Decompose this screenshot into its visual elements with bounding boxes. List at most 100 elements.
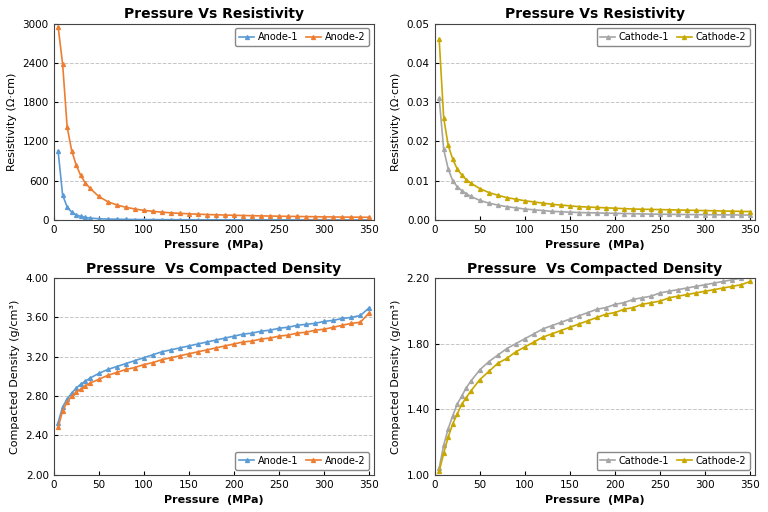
- Cathode-2: [611, 205, 620, 211]
- Anode-2: [167, 355, 176, 361]
- Cathode-1: [683, 211, 692, 218]
- Cathode-1: [457, 187, 466, 194]
- Cathode-1: [664, 288, 674, 294]
- Cathode-2: [439, 450, 449, 456]
- Cathode-1: [439, 442, 449, 448]
- Cathode-2: [538, 200, 548, 206]
- Cathode-1: [710, 211, 719, 218]
- Cathode-2: [719, 285, 728, 291]
- Cathode-2: [502, 355, 511, 361]
- Anode-2: [175, 353, 184, 359]
- X-axis label: Pressure  (MPa): Pressure (MPa): [164, 495, 263, 505]
- Cathode-1: [611, 210, 620, 217]
- Anode-2: [329, 214, 338, 220]
- Cathode-2: [620, 205, 629, 211]
- Cathode-2: [444, 434, 453, 440]
- Title: Pressure Vs Resistivity: Pressure Vs Resistivity: [505, 7, 685, 21]
- Anode-2: [283, 214, 293, 220]
- Anode-1: [211, 217, 220, 223]
- Anode-2: [319, 326, 329, 332]
- Anode-2: [266, 213, 275, 219]
- Anode-1: [283, 324, 293, 330]
- Cathode-1: [737, 275, 746, 281]
- Anode-2: [139, 361, 148, 368]
- Cathode-2: [565, 324, 574, 330]
- Anode-1: [175, 345, 184, 351]
- Cathode-2: [647, 206, 656, 212]
- Cathode-2: [737, 282, 746, 288]
- Cathode-2: [628, 206, 637, 212]
- Anode-1: [329, 217, 338, 223]
- Anode-1: [293, 217, 302, 223]
- Anode-1: [54, 148, 63, 154]
- Cathode-1: [592, 306, 601, 312]
- Anode-2: [266, 335, 275, 341]
- Anode-2: [112, 369, 121, 375]
- Cathode-1: [511, 340, 521, 347]
- Cathode-2: [728, 283, 737, 289]
- Cathode-2: [674, 207, 683, 213]
- Anode-1: [220, 217, 230, 223]
- Anode-1: [157, 349, 167, 355]
- Anode-1: [203, 217, 212, 223]
- Anode-1: [148, 352, 157, 358]
- Anode-2: [230, 212, 239, 219]
- Cathode-1: [511, 205, 521, 211]
- Cathode-1: [700, 211, 710, 218]
- Cathode-1: [746, 212, 755, 218]
- Anode-2: [131, 365, 140, 371]
- Cathode-1: [448, 178, 457, 184]
- Legend: Anode-1, Anode-2: Anode-1, Anode-2: [236, 28, 369, 46]
- Anode-1: [121, 216, 131, 222]
- Y-axis label: Resistivity (Ω·cm): Resistivity (Ω·cm): [7, 73, 17, 171]
- Anode-2: [347, 320, 356, 326]
- Anode-1: [103, 367, 112, 373]
- Anode-2: [76, 386, 85, 392]
- Cathode-1: [728, 212, 737, 218]
- Anode-2: [121, 367, 131, 373]
- Cathode-2: [493, 360, 502, 367]
- Cathode-2: [457, 401, 466, 407]
- Cathode-1: [439, 146, 449, 153]
- Cathode-1: [466, 378, 475, 385]
- Anode-1: [167, 217, 176, 223]
- Anode-2: [203, 211, 212, 218]
- Cathode-2: [601, 205, 611, 211]
- Anode-1: [230, 217, 239, 223]
- Anode-2: [293, 330, 302, 336]
- Cathode-2: [444, 142, 453, 148]
- Anode-2: [157, 209, 167, 215]
- Anode-2: [211, 345, 220, 351]
- Cathode-1: [556, 319, 565, 326]
- Cathode-1: [462, 385, 471, 391]
- Cathode-2: [710, 208, 719, 214]
- Anode-1: [356, 217, 365, 223]
- Anode-2: [319, 214, 329, 220]
- Cathode-1: [435, 465, 444, 471]
- Anode-1: [311, 320, 320, 326]
- Cathode-1: [435, 95, 444, 101]
- Anode-2: [338, 214, 347, 220]
- Cathode-1: [565, 316, 574, 322]
- Anode-1: [131, 357, 140, 364]
- Cathode-2: [584, 204, 593, 210]
- Cathode-2: [435, 36, 444, 42]
- Anode-1: [311, 217, 320, 223]
- Cathode-2: [529, 199, 538, 205]
- Cathode-2: [452, 411, 462, 417]
- Cathode-1: [462, 190, 471, 197]
- Anode-2: [311, 327, 320, 333]
- Anode-2: [365, 309, 374, 315]
- Cathode-1: [584, 309, 593, 315]
- Cathode-2: [466, 388, 475, 394]
- Cathode-2: [466, 180, 475, 186]
- Line: Cathode-2: Cathode-2: [437, 37, 753, 214]
- Anode-1: [67, 209, 76, 215]
- Cathode-2: [529, 339, 538, 345]
- Cathode-1: [637, 295, 647, 301]
- Anode-2: [211, 212, 220, 218]
- Anode-2: [356, 319, 365, 326]
- Anode-1: [347, 314, 356, 321]
- Cathode-2: [520, 344, 529, 350]
- Cathode-1: [746, 273, 755, 280]
